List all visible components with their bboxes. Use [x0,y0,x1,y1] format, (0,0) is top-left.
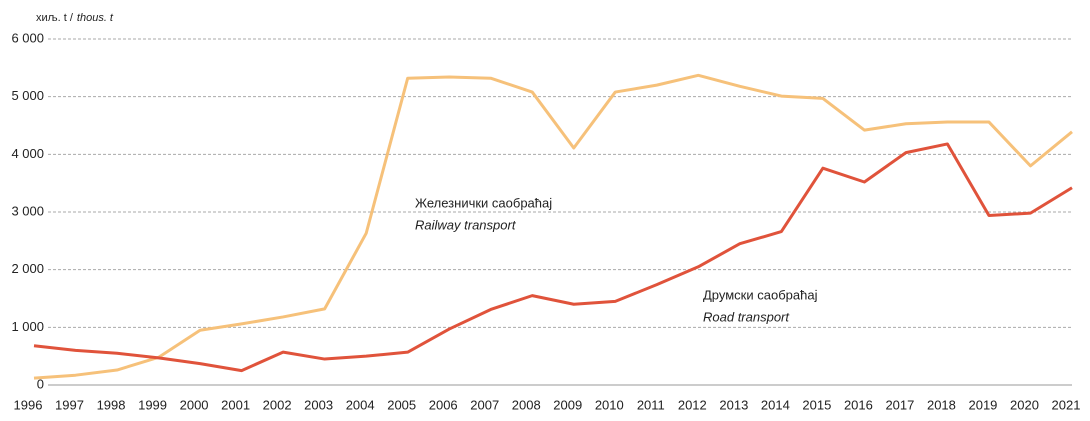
x-tick-label: 2012 [678,397,707,412]
y-tick-label: 2 000 [11,261,44,276]
x-tick-label: 1996 [14,397,43,412]
x-tick-label: 2003 [304,397,333,412]
y-label-en: thous. t [77,12,114,24]
series-label: Друмски саобраћај [703,287,818,302]
y-tick-label: 0 [37,376,44,391]
x-tick-label: 2018 [927,397,956,412]
x-tick-label: 1998 [97,397,126,412]
x-tick-label: 2009 [553,397,582,412]
x-tick-label: 2021 [1052,397,1081,412]
x-tick-label: 2002 [263,397,292,412]
x-tick-label: 2011 [637,397,665,412]
x-tick-label: 2008 [512,397,541,412]
y-tick-label: 4 000 [11,146,44,161]
x-tick-label: 2004 [346,397,375,412]
series-label: Железнички саобраћај [415,195,552,210]
series-label-en: Road transport [703,309,790,324]
x-tick-label: 2015 [802,397,831,412]
y-label: хиљ. t / [36,12,74,24]
series-label-en: Railway transport [415,217,517,232]
x-tick-label: 2019 [968,397,997,412]
y-tick-label: 1 000 [11,319,44,334]
x-tick-label: 2013 [719,397,748,412]
x-tick-label: 2010 [595,397,624,412]
x-tick-label: 2020 [1010,397,1039,412]
x-tick-label: 2014 [761,397,790,412]
x-tick-label: 1999 [138,397,167,412]
x-tick-label: 2006 [429,397,458,412]
x-tick-label: 2001 [221,397,250,412]
x-tick-label: 1997 [55,397,84,412]
series-line [33,73,1073,380]
x-tick-label: 2016 [844,397,873,412]
y-axis-label: хиљ. t / thous. t [36,12,114,24]
x-tick-label: 2017 [885,397,914,412]
x-tick-label: 2007 [470,397,499,412]
y-tick-label: 5 000 [11,88,44,103]
series-line [33,142,1073,373]
x-tick-label: 2000 [180,397,209,412]
x-tick-label: 2005 [387,397,416,412]
y-tick-label: 6 000 [11,30,44,45]
y-tick-label: 3 000 [11,203,44,218]
